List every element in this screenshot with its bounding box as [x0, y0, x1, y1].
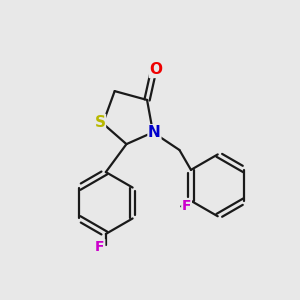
Text: N: N	[148, 125, 161, 140]
Text: F: F	[182, 200, 191, 213]
Text: S: S	[94, 115, 105, 130]
Text: F: F	[95, 240, 105, 254]
Text: O: O	[149, 62, 162, 77]
